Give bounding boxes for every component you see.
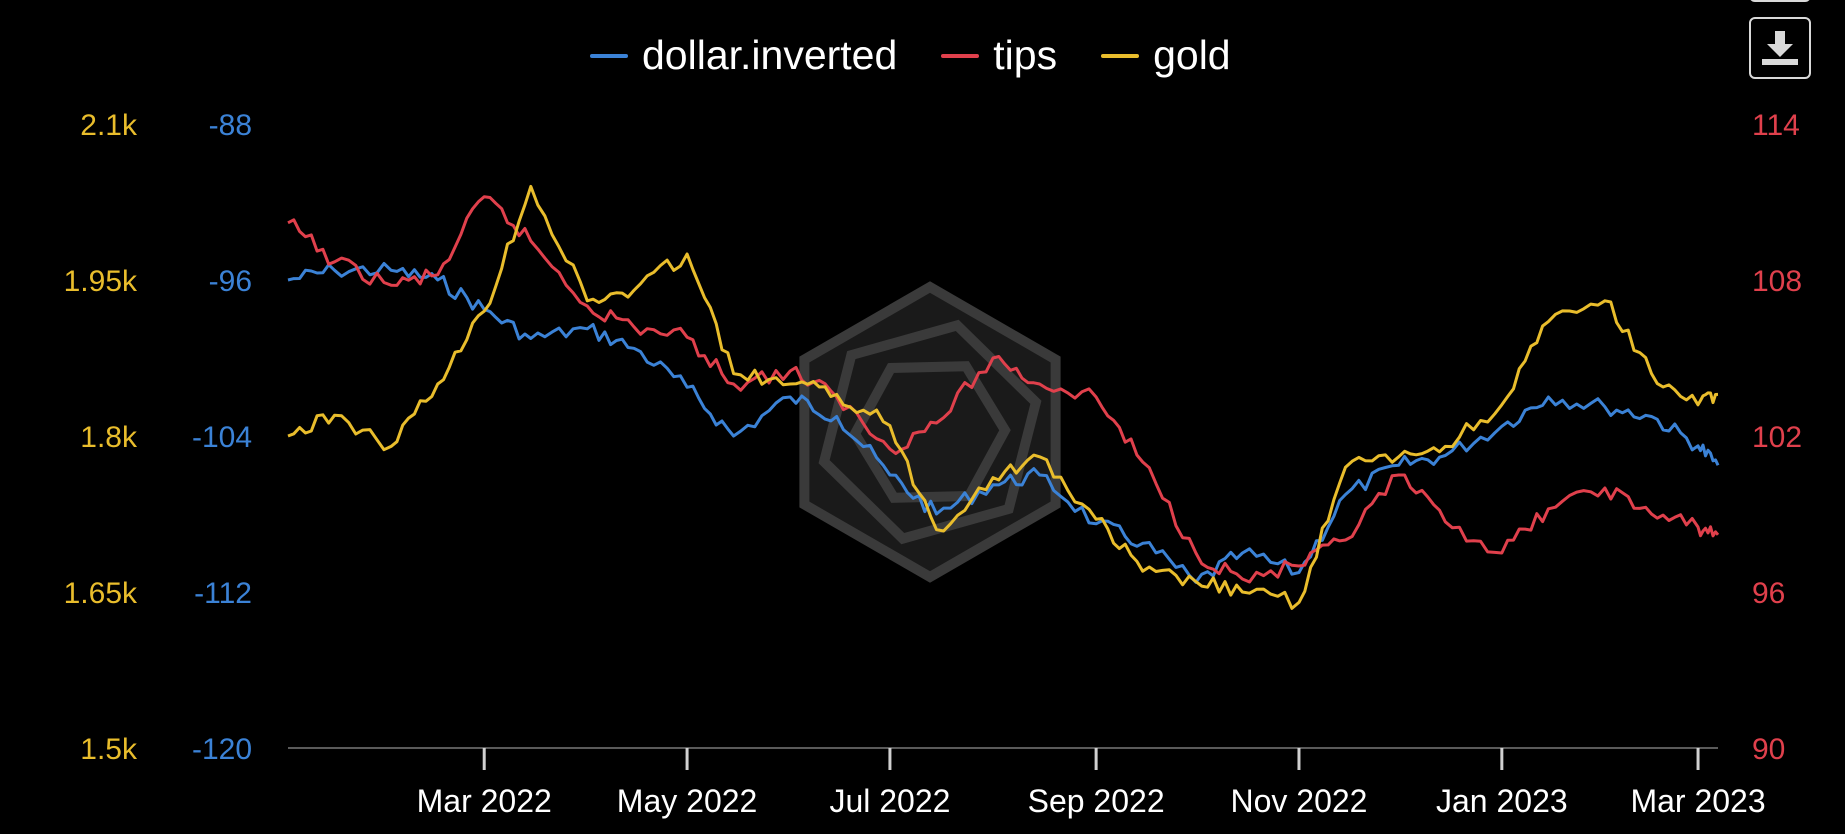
y-tick-label-gold: 1.65k: [64, 577, 138, 610]
y-tick-label-gold: 1.5k: [80, 733, 138, 766]
series-lines: [287, 184, 1720, 610]
y-tick-label-tips: 114: [1752, 109, 1800, 142]
y-tick-label-gold: 2.1k: [80, 109, 138, 142]
watermark-logo: [799, 281, 1061, 583]
legend-label-dollar: dollar.inverted: [642, 32, 898, 78]
y-tick-label-tips: 102: [1752, 421, 1802, 454]
legend-item-tips[interactable]: tips: [941, 32, 1057, 79]
legend-item-dollar[interactable]: dollar.inverted: [590, 32, 897, 79]
watermark-hexagon: [849, 361, 1011, 503]
legend-label-tips: tips: [993, 32, 1058, 78]
watermark-hexagon: [818, 319, 1042, 545]
x-tick-label: Sep 2022: [1028, 783, 1165, 819]
x-tick-label: Jan 2023: [1436, 783, 1568, 819]
legend: dollar.inverted tips gold: [590, 32, 1231, 79]
series-line-dollar: [287, 262, 1720, 584]
y-tick-label-tips: 108: [1752, 265, 1802, 298]
download-icon: [1762, 31, 1798, 65]
y-tick-label-dollar: -104: [192, 421, 252, 454]
series-line-tips: [287, 195, 1720, 584]
menu-button[interactable]: [1749, 0, 1811, 2]
x-tick-label: Nov 2022: [1230, 783, 1367, 819]
legend-swatch-gold: [1101, 53, 1140, 58]
y-tick-label-tips: 96: [1752, 577, 1785, 610]
y-tick-label-dollar: -120: [192, 733, 252, 766]
legend-item-gold[interactable]: gold: [1101, 32, 1231, 79]
y-tick-label-tips: 90: [1752, 733, 1785, 766]
y-axis-ticks: 2.1k 1.95k 1.8k 1.65k 1.5k -88 -96 -104 -112 -120…: [64, 109, 1802, 766]
legend-swatch-tips: [941, 53, 980, 58]
y-tick-label-dollar: -96: [209, 265, 252, 298]
x-tick-label: May 2022: [617, 783, 758, 819]
x-tick-label: Mar 2022: [417, 783, 552, 819]
x-tick-label: Mar 2023: [1630, 783, 1765, 819]
legend-label-gold: gold: [1153, 32, 1231, 78]
series-line-gold: [287, 184, 1719, 610]
y-tick-label-gold: 1.8k: [80, 421, 138, 454]
x-tick-label: Jul 2022: [829, 783, 950, 819]
y-tick-label-gold: 1.95k: [64, 265, 138, 298]
download-button[interactable]: [1749, 17, 1811, 79]
legend-swatch-dollar: [590, 53, 628, 58]
y-tick-label-dollar: -88: [209, 109, 252, 142]
y-tick-label-dollar: -112: [194, 577, 252, 610]
x-axis-ticks: Mar 2022 May 2022 Jul 2022 Sep 2022 Nov 2022…: [417, 748, 1766, 819]
